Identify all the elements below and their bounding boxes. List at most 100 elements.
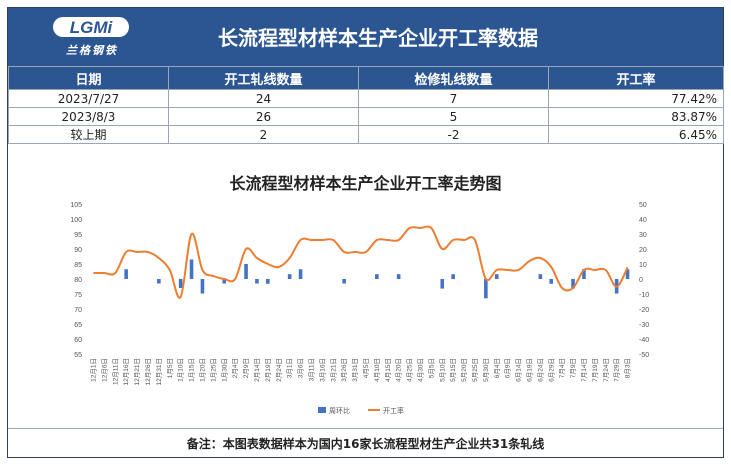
legend-bar-label: 周环比 — [329, 406, 350, 415]
x-tick-label: 3月21日 — [329, 358, 337, 382]
table-cell: 5 — [358, 107, 549, 126]
table-cell: 7 — [358, 89, 549, 108]
table-cell: 26 — [168, 107, 359, 126]
x-tick-label: 3月6日 — [297, 358, 305, 378]
x-tick-label: 5月15日 — [449, 358, 457, 382]
table-cell: 2023/7/27 — [8, 89, 169, 108]
y-left-tick-label: 55 — [74, 352, 82, 359]
y-left-tick-label: 105 — [70, 202, 82, 209]
lange-logo: LGMi 兰格钢铁 — [52, 14, 130, 60]
x-tick-label: 12月21日 — [133, 358, 141, 385]
lgmi-logo-icon: LGMi — [53, 17, 129, 37]
x-tick-label: 3月31日 — [351, 358, 359, 382]
x-tick-label: 4月20日 — [395, 358, 403, 382]
x-tick-label: 2月9日 — [242, 358, 250, 378]
y-left-tick-label: 70 — [74, 307, 82, 314]
x-tick-label: 6月24日 — [536, 358, 544, 382]
x-tick-label: 2月4日 — [231, 358, 239, 378]
table-cell: 较上期 — [8, 125, 169, 144]
x-tick-label: 1月20日 — [198, 358, 206, 382]
bar-3月6日 — [298, 269, 303, 279]
y-right-tick-label: -20 — [639, 307, 649, 314]
utilization-chart: 55 60 65 70 75 80 85 90 95 100 105 -50 -40 -30 -20 -10 0… — [70, 202, 649, 415]
svg-text:LGMi: LGMi — [70, 18, 114, 37]
x-tick-label: 6月29日 — [547, 358, 555, 382]
bar-7月9日 — [571, 279, 575, 289]
x-tick-label: 3月1日 — [286, 358, 294, 378]
chart-title: 长流程型材样本生产企业开工率走势图 — [229, 174, 502, 193]
x-tick-label: 1月5日 — [166, 358, 174, 378]
y-right-tick-label: -30 — [639, 322, 649, 329]
y-left-tick-label: 90 — [74, 247, 82, 254]
y-left-tick-label: 65 — [74, 322, 82, 329]
line-series-开工率 — [93, 225, 629, 299]
x-tick-label: 12月6日 — [100, 358, 108, 382]
y-right-tick-label: 20 — [639, 247, 647, 254]
column-header: 开工率 — [548, 66, 724, 90]
x-tick-label: 1月30日 — [220, 358, 228, 382]
footnote: 备注：本图表数据样本为国内16家长流程型材生产企业共31条轧线 — [8, 428, 723, 459]
y-right-tick-label: 30 — [639, 232, 647, 239]
bar-5月15日 — [451, 274, 455, 279]
x-tick-label: 7月14日 — [580, 358, 588, 382]
table-cell: 83.87% — [548, 107, 724, 126]
y-left-tick-label: 100 — [70, 217, 82, 224]
column-header: 日期 — [8, 66, 169, 90]
bar-3月1日 — [287, 274, 292, 279]
x-tick-label: 6月14日 — [515, 358, 523, 382]
table-cell: -2 — [358, 125, 549, 144]
y-left-tick-label: 60 — [74, 337, 82, 344]
bar-6月29日 — [549, 279, 554, 284]
x-tick-label: 7月19日 — [591, 358, 599, 382]
y-left-tick-label: 75 — [74, 292, 82, 299]
x-tick-label: 6月9日 — [504, 358, 512, 378]
x-tick-label: 12月16日 — [122, 358, 130, 385]
legend-line-label: 开工率 — [383, 406, 404, 415]
bar-2月9日 — [244, 264, 248, 279]
x-tick-label: 2月19日 — [264, 358, 272, 382]
bar-5月30日 — [484, 279, 488, 299]
x-tick-label: 6月4日 — [493, 358, 501, 378]
bar-1月30日 — [222, 279, 227, 284]
x-tick-label: 5月20日 — [460, 358, 468, 382]
x-tick-label: 4月5日 — [362, 358, 370, 378]
x-tick-label: 12月1日 — [89, 358, 97, 382]
y-left-tick-label: 85 — [74, 262, 82, 269]
x-tick-label: 4月10日 — [373, 358, 381, 382]
bar-3月26日 — [342, 279, 346, 284]
y-right-tick-label: 0 — [639, 277, 643, 284]
x-tick-label: 12月31日 — [155, 358, 163, 385]
x-tick-label: 1月10日 — [177, 358, 185, 382]
x-tick-label: 12月26日 — [144, 358, 152, 385]
legend-bar-swatch — [318, 407, 326, 413]
y-right-tick-label: -40 — [639, 337, 649, 344]
bar-4月10日 — [375, 274, 379, 279]
bar-7月14日 — [582, 269, 586, 279]
x-tick-label: 5月30日 — [482, 358, 490, 382]
header-banner: LGMi 兰格钢铁 长流程型材样本生产企业开工率数据 — [8, 8, 723, 66]
logo-text: 兰格钢铁 — [66, 44, 118, 57]
summary-table: 日期 开工轧线数量 检修轧线数量 开工率 2023/7/27 24 7 77.4… — [8, 66, 724, 144]
y-left-tick-label: 95 — [74, 232, 82, 239]
x-tick-label: 5月25日 — [471, 358, 479, 382]
x-tick-label: 2月14日 — [253, 358, 261, 382]
x-tick-label: 12月11日 — [111, 358, 119, 385]
x-tick-label: 7月9日 — [569, 358, 577, 378]
y-right-tick-label: 10 — [639, 262, 647, 269]
table-row: 2023/7/27 24 7 77.42% — [8, 89, 724, 108]
x-tick-label: 2月24日 — [275, 358, 283, 382]
bar-6月24日 — [538, 274, 543, 279]
report-card: LGMi 兰格钢铁 长流程型材样本生产企业开工率数据 日期 开工轧线数量 检修轧… — [7, 7, 724, 458]
table-row: 2023/8/3 26 5 83.87% — [8, 107, 724, 126]
x-tick-label: 7月24日 — [602, 358, 610, 382]
table-header-row: 日期 开工轧线数量 检修轧线数量 开工率 — [8, 66, 724, 90]
bar-1月10日 — [178, 279, 183, 288]
table-cell: 2023/8/3 — [8, 107, 169, 126]
y-right-tick-label: 40 — [639, 217, 647, 224]
x-tick-label: 3月26日 — [340, 358, 348, 382]
bar-5月10日 — [440, 279, 445, 289]
x-tick-label: 8月3日 — [624, 358, 632, 378]
bar-1月15日 — [189, 259, 194, 279]
x-tick-label: 7月29日 — [613, 358, 621, 382]
x-tick-label: 3月16日 — [318, 358, 326, 382]
